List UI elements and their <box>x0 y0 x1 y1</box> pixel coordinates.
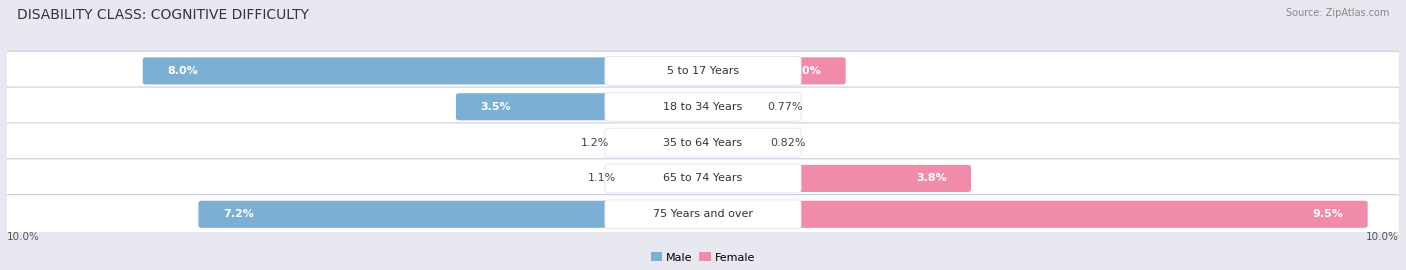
Text: 75 Years and over: 75 Years and over <box>652 209 754 219</box>
Text: 1.1%: 1.1% <box>588 173 616 183</box>
FancyBboxPatch shape <box>700 57 845 85</box>
Text: 8.0%: 8.0% <box>167 66 198 76</box>
Text: 5 to 17 Years: 5 to 17 Years <box>666 66 740 76</box>
FancyBboxPatch shape <box>616 129 706 156</box>
Text: Source: ZipAtlas.com: Source: ZipAtlas.com <box>1285 8 1389 18</box>
Text: 7.2%: 7.2% <box>222 209 253 219</box>
FancyBboxPatch shape <box>456 93 706 120</box>
FancyBboxPatch shape <box>700 93 761 120</box>
Text: 10.0%: 10.0% <box>7 232 39 242</box>
FancyBboxPatch shape <box>143 57 706 85</box>
FancyBboxPatch shape <box>198 201 706 228</box>
FancyBboxPatch shape <box>605 200 801 229</box>
Text: 1.2%: 1.2% <box>581 138 609 148</box>
Text: 0.82%: 0.82% <box>770 138 806 148</box>
FancyBboxPatch shape <box>3 87 1403 126</box>
Legend: Male, Female: Male, Female <box>647 248 759 267</box>
FancyBboxPatch shape <box>623 165 706 192</box>
FancyBboxPatch shape <box>605 56 801 85</box>
FancyBboxPatch shape <box>605 128 801 157</box>
FancyBboxPatch shape <box>700 165 972 192</box>
FancyBboxPatch shape <box>3 123 1403 162</box>
Text: 9.5%: 9.5% <box>1312 209 1343 219</box>
Text: 65 to 74 Years: 65 to 74 Years <box>664 173 742 183</box>
Text: 3.5%: 3.5% <box>481 102 510 112</box>
FancyBboxPatch shape <box>605 164 801 193</box>
FancyBboxPatch shape <box>3 159 1403 198</box>
Text: 3.8%: 3.8% <box>915 173 946 183</box>
FancyBboxPatch shape <box>700 129 763 156</box>
Text: 10.0%: 10.0% <box>1367 232 1399 242</box>
Text: DISABILITY CLASS: COGNITIVE DIFFICULTY: DISABILITY CLASS: COGNITIVE DIFFICULTY <box>17 8 309 22</box>
FancyBboxPatch shape <box>605 92 801 121</box>
Text: 35 to 64 Years: 35 to 64 Years <box>664 138 742 148</box>
FancyBboxPatch shape <box>700 201 1368 228</box>
FancyBboxPatch shape <box>3 195 1403 234</box>
Text: 0.77%: 0.77% <box>768 102 803 112</box>
FancyBboxPatch shape <box>3 51 1403 90</box>
Text: 2.0%: 2.0% <box>790 66 821 76</box>
Text: 18 to 34 Years: 18 to 34 Years <box>664 102 742 112</box>
